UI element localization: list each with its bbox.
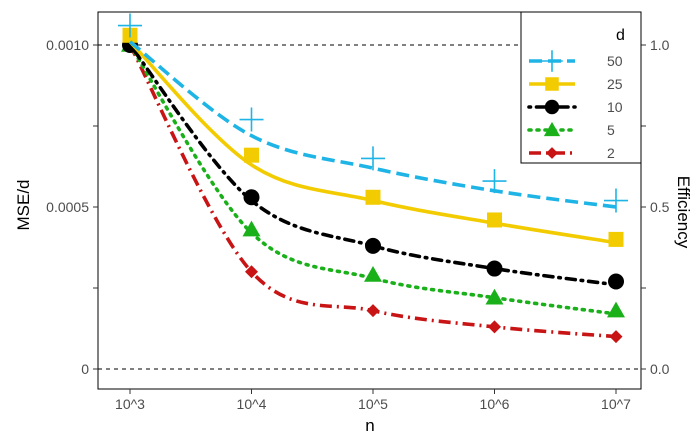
x-tick-label: 10^4 <box>237 396 267 412</box>
triangle-marker <box>242 220 261 237</box>
diamond-marker <box>366 304 380 318</box>
x-tick-label: 10^7 <box>601 396 631 412</box>
y2-tick-label: 0.5 <box>650 199 670 215</box>
circle-marker <box>243 189 260 206</box>
y-tick-label: 0.0005 <box>46 199 89 215</box>
series-line <box>128 40 617 209</box>
legend-label: 50 <box>607 53 623 69</box>
plus-marker <box>239 107 264 132</box>
square-marker <box>487 212 502 228</box>
legend-label: 25 <box>607 76 623 92</box>
legend-box <box>520 11 642 164</box>
legend-label: 10 <box>607 99 623 115</box>
plus-marker <box>482 169 507 194</box>
x-tick-label: 10^3 <box>115 396 145 412</box>
y2-axis: 0.0 0.5 1.0 <box>641 37 670 377</box>
circle-marker <box>544 99 560 115</box>
y-tick-label: 0.0010 <box>46 37 89 53</box>
reference-lines <box>98 44 641 370</box>
square-marker <box>545 77 559 91</box>
plus-marker <box>541 50 563 72</box>
triangle-marker <box>364 266 382 282</box>
x-axis: 10^3 10^4 10^5 10^6 10^7 <box>115 389 631 412</box>
y-axis: 0 0.0005 0.0010 <box>46 37 98 377</box>
circle-marker <box>608 273 624 290</box>
legend-item-10: 10 <box>527 99 623 115</box>
square-marker <box>365 189 381 205</box>
triangle-marker <box>543 121 561 137</box>
diamond-marker <box>245 265 258 279</box>
series-line <box>128 44 617 339</box>
y2-axis-title: Efficiency <box>674 176 693 249</box>
legend-item-50: 50 <box>529 50 623 72</box>
y2-tick-label: 0.0 <box>650 361 670 377</box>
legend-title: d <box>616 27 625 44</box>
plus-marker <box>118 13 142 38</box>
square-marker <box>244 147 259 163</box>
circle-marker <box>365 237 381 254</box>
series-50 <box>118 13 628 213</box>
diamond-marker <box>546 147 558 159</box>
x-axis-title: n <box>365 416 374 435</box>
legend-item-5: 5 <box>527 121 615 138</box>
y-axis-title: MSE/d <box>14 179 33 230</box>
legend-item-2: 2 <box>529 145 615 161</box>
legend-item-25: 25 <box>529 76 623 92</box>
triangle-marker <box>485 288 504 305</box>
x-tick-label: 10^6 <box>480 396 510 412</box>
series-line <box>128 43 618 316</box>
legend: d 50 25 10 5 2 <box>520 11 642 164</box>
series-layer <box>118 13 628 344</box>
series-25 <box>122 27 624 247</box>
diamond-marker <box>609 330 623 344</box>
triangle-marker <box>607 301 625 318</box>
legend-label: 5 <box>607 122 615 138</box>
x-tick-label: 10^5 <box>358 396 388 412</box>
y-tick-label: 0 <box>81 361 89 377</box>
legend-label: 2 <box>607 145 615 161</box>
y2-tick-label: 1.0 <box>650 37 670 53</box>
diamond-marker <box>488 320 501 334</box>
plus-marker <box>361 146 385 171</box>
circle-marker <box>486 260 503 277</box>
square-marker <box>608 231 624 247</box>
plus-marker <box>604 188 628 213</box>
